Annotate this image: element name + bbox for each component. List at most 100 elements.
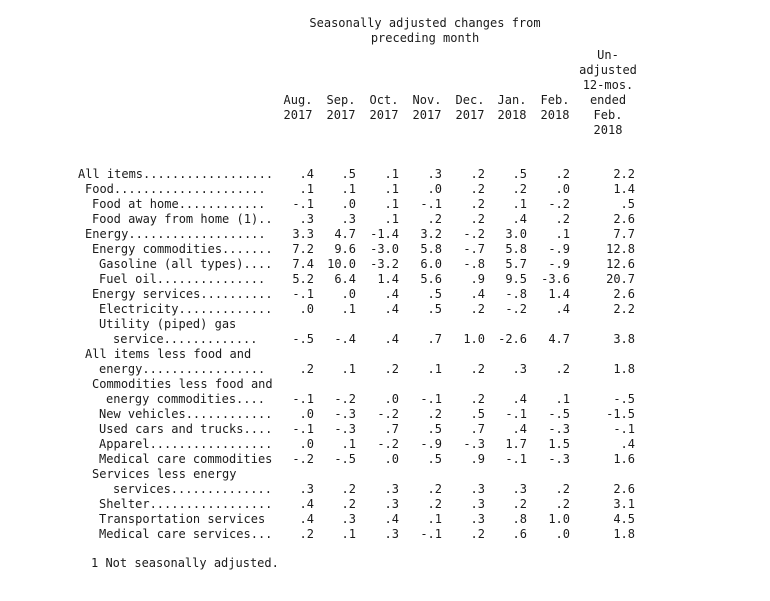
cell-value: -.1 — [292, 197, 314, 211]
cell-value: .1 — [384, 167, 399, 181]
cell-value: -.9 — [548, 257, 570, 271]
cell-value: .3 — [341, 212, 356, 226]
cell-value: .2 — [555, 167, 570, 181]
cell-value: .4 — [555, 302, 570, 316]
cell-value: .2 — [555, 482, 570, 496]
cell-value: .0 — [555, 527, 570, 541]
cell-value: -.1 — [292, 287, 314, 301]
cell-value: -.1 — [420, 392, 442, 406]
cell-value: 3.0 — [505, 227, 527, 241]
row-label: All items less food and — [85, 347, 252, 361]
cell-value: .5 — [512, 167, 527, 181]
cell-value: .3 — [384, 527, 399, 541]
cell-value: 7.2 — [292, 242, 314, 256]
unadjusted-header-line: ended — [589, 93, 627, 107]
cell-value: -.8 — [505, 287, 527, 301]
cell-value: -3.6 — [541, 272, 570, 286]
cell-value: .3 — [512, 362, 527, 376]
row-label: New vehicles............ — [99, 407, 273, 421]
cell-value: .7 — [384, 422, 399, 436]
table-row: New vehicles............ .0 -.3 -.2 .2 .5 -.1 -… — [0, 407, 770, 422]
cell-value: -.3 — [548, 452, 570, 466]
cell-value: -.2 — [505, 302, 527, 316]
cell-value: 9.6 — [334, 242, 356, 256]
table-row: Energy commodities....... 7.2 9.6 -3.0 5.8 -.… — [0, 242, 770, 257]
cell-value: -.5 — [334, 452, 356, 466]
cell-value: .0 — [341, 197, 356, 211]
cell-value: 2.6 — [613, 482, 635, 496]
table-row: Food away from home (1).. .3 .3 .1 .2 .2 .4 .2 2… — [0, 212, 770, 227]
cell-value: .2 — [512, 497, 527, 511]
cell-value: 2.6 — [613, 287, 635, 301]
row-label: All items.................. — [78, 167, 274, 181]
cell-value: 1.4 — [613, 182, 635, 196]
cell-value: .2 — [470, 182, 485, 196]
cell-value: .3 — [512, 482, 527, 496]
cell-value: -3.0 — [370, 242, 399, 256]
cell-value: .0 — [299, 437, 314, 451]
cell-value: 1.4 — [377, 272, 399, 286]
column-header-2-month: Sep. — [326, 93, 356, 107]
cell-value: .4 — [384, 302, 399, 316]
cell-value: -.7 — [463, 242, 485, 256]
cell-value: .4 — [384, 287, 399, 301]
cell-value: .0 — [341, 287, 356, 301]
cell-value: .5 — [341, 167, 356, 181]
cell-value: .2 — [512, 182, 527, 196]
cell-value: .0 — [555, 182, 570, 196]
cell-value: -.5 — [548, 407, 570, 421]
row-label: Energy services.......... — [92, 287, 273, 301]
table-row: All items.................. .4 .5 .1 .3 .2 .5.… — [0, 167, 770, 182]
cell-value: -.3 — [463, 437, 485, 451]
cell-value: 3.3 — [292, 227, 314, 241]
table-row: Services less energy — [0, 467, 770, 482]
footnote: 1 Not seasonally adjusted. — [91, 556, 279, 570]
unadjusted-header-line: Un- — [597, 48, 619, 62]
row-label: energy................. — [99, 362, 266, 376]
cell-value: .1 — [341, 527, 356, 541]
cell-value: .1 — [384, 182, 399, 196]
row-label: Energy................... — [85, 227, 266, 241]
cell-value: 7.4 — [292, 257, 314, 271]
cell-value: -.9 — [548, 242, 570, 256]
table-row: service............. -.5 -.4 .4 .7 1.0 -2.6 4.7… — [0, 332, 770, 347]
cell-value: .1 — [555, 392, 570, 406]
cell-value: .3 — [470, 482, 485, 496]
cell-value: -.2 — [334, 392, 356, 406]
cell-value: 9.5 — [505, 272, 527, 286]
cell-value: .2 — [427, 407, 442, 421]
cell-value: .3 — [470, 497, 485, 511]
unadjusted-header-line: 12-mos. — [582, 78, 634, 92]
unadjusted-header-line: 2018 — [593, 123, 623, 137]
cell-value: .5 — [470, 407, 485, 421]
cell-value: 1.8 — [613, 362, 635, 376]
row-label: Energy commodities....... — [92, 242, 273, 256]
table-row: Medical care commodities -.2 -.5 .0 .5 .9 -.1 -… — [0, 452, 770, 467]
cell-value: .2 — [470, 302, 485, 316]
cell-value: .2 — [470, 362, 485, 376]
row-label: Commodities less food and — [92, 377, 273, 391]
cell-value: .1 — [427, 362, 442, 376]
table-header-line-2: preceding month — [370, 31, 480, 45]
cell-value: .2 — [341, 497, 356, 511]
cell-value: 10.0 — [327, 257, 356, 271]
cell-value: -.1 — [420, 527, 442, 541]
column-header-7-month: Feb. — [540, 93, 570, 107]
cell-value: -.2 — [377, 407, 399, 421]
cell-value: .4 — [299, 512, 314, 526]
cell-value: .5 — [427, 287, 442, 301]
row-label: Food..................... — [85, 182, 266, 196]
cell-value: .2 — [470, 392, 485, 406]
cell-value: .2 — [470, 212, 485, 226]
cell-value: -.4 — [334, 332, 356, 346]
cell-value: .2 — [299, 362, 314, 376]
table-row: Medical care services... .2 .1 .3 -.1 .2 .6 .0 1… — [0, 527, 770, 542]
cell-value: 5.6 — [420, 272, 442, 286]
cell-value: 20.7 — [606, 272, 635, 286]
cell-value: .8 — [512, 512, 527, 526]
cell-value: .1 — [384, 212, 399, 226]
cell-value: .5 — [620, 197, 635, 211]
row-label: Gasoline (all types).... — [99, 257, 273, 271]
cell-value: .2 — [427, 212, 442, 226]
